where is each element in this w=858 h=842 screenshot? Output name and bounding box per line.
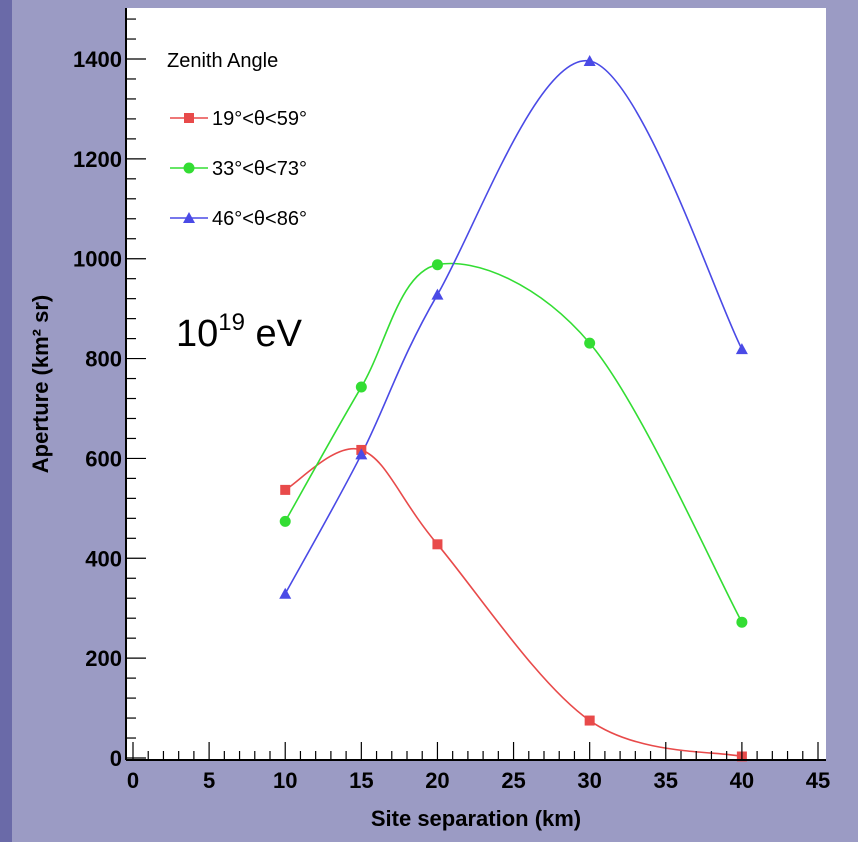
x-tick-label: 45	[806, 768, 830, 793]
y-tick-label: 1400	[73, 47, 122, 72]
annotation-exponent: 19	[218, 309, 245, 336]
y-tick-label: 800	[85, 347, 122, 372]
series-3-point	[279, 587, 292, 599]
y-tick-label: 400	[85, 546, 122, 571]
y-axis-title: Aperture (km² sr)	[28, 295, 53, 473]
annotation-unit: eV	[245, 313, 303, 355]
legend-marker	[184, 113, 194, 123]
x-tick-label: 15	[349, 768, 373, 793]
series-3-point	[735, 343, 748, 355]
series-1-point	[584, 715, 595, 726]
legend-label: 19°<θ<59°	[212, 108, 307, 130]
x-tick-label: 0	[127, 768, 139, 793]
series-3-line	[284, 60, 743, 595]
x-tick-label: 35	[654, 768, 678, 793]
legend: Zenith Angle 19°<θ<59° 33°<θ<73° 46°<θ<86°	[167, 50, 307, 230]
x-tick-label: 40	[730, 768, 754, 793]
series-2-point	[584, 337, 596, 349]
legend-label: 33°<θ<73°	[212, 158, 307, 180]
series-2-point	[355, 381, 367, 393]
series-curves	[284, 60, 743, 758]
legend-marker	[183, 162, 195, 174]
legend-label: 46°<θ<86°	[212, 208, 307, 230]
x-tick-label: 30	[577, 768, 601, 793]
annotation-base: 10	[176, 313, 218, 355]
legend-title: Zenith Angle	[167, 50, 278, 72]
series-2-point	[431, 259, 443, 271]
axes: 0 5 10 15 20 25 30 35 40 45 0 200 400 600 800 1000 1200 1…	[73, 8, 830, 793]
series-2-point	[279, 515, 291, 527]
y-tick-label: 200	[85, 646, 122, 671]
x-axis-title: Site separation (km)	[371, 806, 581, 831]
y-tick-label: 0	[110, 746, 122, 771]
series-3-point	[355, 448, 368, 460]
series-markers	[279, 54, 748, 762]
y-tick-label: 1200	[73, 147, 122, 172]
legend-marker	[183, 212, 195, 223]
energy-annotation: 1019 eV	[176, 309, 303, 355]
plot-area	[126, 8, 826, 760]
y-tick-label: 1000	[73, 247, 122, 272]
x-tick-label: 25	[501, 768, 525, 793]
x-tick-label: 20	[425, 768, 449, 793]
series-1-point	[432, 539, 443, 550]
series-2-point	[736, 616, 748, 628]
y-tick-label: 600	[85, 446, 122, 471]
left-border-stripe	[0, 0, 12, 842]
series-3-point	[583, 54, 596, 66]
series-1-line	[284, 447, 743, 758]
series-3-point	[431, 288, 444, 300]
x-tick-label: 5	[203, 768, 215, 793]
series-1-point	[280, 484, 291, 495]
series-2-line	[284, 262, 743, 623]
x-tick-label: 10	[273, 768, 297, 793]
